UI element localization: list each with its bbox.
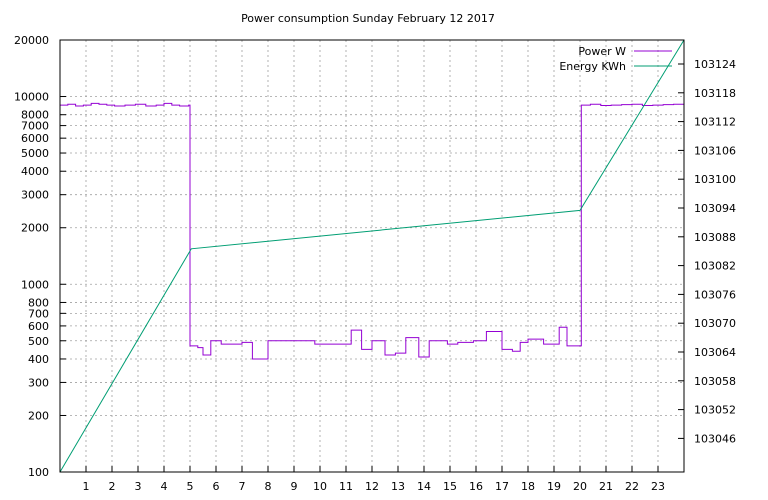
y-tick-label: 10000 — [14, 91, 49, 104]
series-layer — [59, 39, 685, 473]
x-tick-label: 21 — [599, 480, 613, 493]
y-tick-label: 500 — [28, 335, 49, 348]
y2-tick-label: 103058 — [694, 375, 736, 388]
x-tick-label: 18 — [521, 480, 535, 493]
x-tick-label: 2 — [109, 480, 116, 493]
y2-tick-label: 103046 — [694, 432, 736, 445]
y2-tick-label: 103106 — [694, 144, 736, 157]
series-line-power — [60, 102, 684, 360]
y-tick-label: 8000 — [21, 109, 49, 122]
x-tick-label: 23 — [651, 480, 665, 493]
y-tick-label: 1000 — [21, 278, 49, 291]
x-tick-label: 10 — [313, 480, 327, 493]
y-tick-label: 6000 — [21, 132, 49, 145]
y-tick-label: 5000 — [21, 147, 49, 160]
y2-tick-label: 103082 — [694, 260, 736, 273]
y-tick-label: 20000 — [14, 34, 49, 47]
y-tick-label: 400 — [28, 353, 49, 366]
x-tick-label: 19 — [547, 480, 561, 493]
grid — [60, 39, 684, 473]
y-tick-label: 300 — [28, 376, 49, 389]
x-tick-label: 15 — [443, 480, 457, 493]
x-tick-label: 9 — [291, 480, 298, 493]
x-tick-label: 14 — [417, 480, 431, 493]
x-tick-label: 7 — [239, 480, 246, 493]
y2-tick-label: 103076 — [694, 288, 736, 301]
y2-tick-label: 103118 — [694, 87, 736, 100]
x-tick-label: 16 — [469, 480, 483, 493]
y2-tick-label: 103100 — [694, 173, 736, 186]
y-tick-label: 600 — [28, 320, 49, 333]
x-tick-label: 20 — [573, 480, 587, 493]
y-tick-label: 2000 — [21, 222, 49, 235]
y2-tick-label: 103052 — [694, 404, 736, 417]
y-tick-label: 3000 — [21, 189, 49, 202]
y2-tick-label: 103064 — [694, 346, 736, 359]
y-tick-label: 7000 — [21, 120, 49, 133]
x-tick-label: 5 — [187, 480, 194, 493]
y2-tick-label: 103124 — [694, 58, 736, 71]
y-tick-label: 4000 — [21, 165, 49, 178]
y-tick-label: 100 — [28, 466, 49, 479]
x-tick-label: 12 — [365, 480, 379, 493]
chart-title: Power consumption Sunday February 12 201… — [241, 12, 495, 25]
x-tick-label: 1 — [83, 480, 90, 493]
series-line-energy — [59, 39, 685, 473]
y-tick-label: 800 — [28, 296, 49, 309]
y2-tick-label: 103112 — [694, 116, 736, 129]
x-tick-label: 22 — [625, 480, 639, 493]
x-tick-label: 8 — [265, 480, 272, 493]
axes: 1 2 3 4 5 6 7 8 9 10 11 12 13 14 15 16 17 18 19 20 21 22 23100… — [14, 34, 736, 493]
x-tick-label: 4 — [161, 480, 168, 493]
x-tick-label: 17 — [495, 480, 509, 493]
x-tick-label: 6 — [213, 480, 220, 493]
y-tick-label: 200 — [28, 409, 49, 422]
x-tick-label: 11 — [339, 480, 353, 493]
y2-tick-label: 103070 — [694, 317, 736, 330]
y2-tick-label: 103088 — [694, 231, 736, 244]
legend-label-energy: Energy KWh — [559, 60, 626, 73]
y-tick-label: 700 — [28, 307, 49, 320]
y2-tick-label: 103094 — [694, 202, 736, 215]
legend: Power W Energy KWh — [559, 45, 672, 73]
x-tick-label: 3 — [135, 480, 142, 493]
x-tick-label: 13 — [391, 480, 405, 493]
legend-label-power: Power W — [578, 45, 626, 58]
